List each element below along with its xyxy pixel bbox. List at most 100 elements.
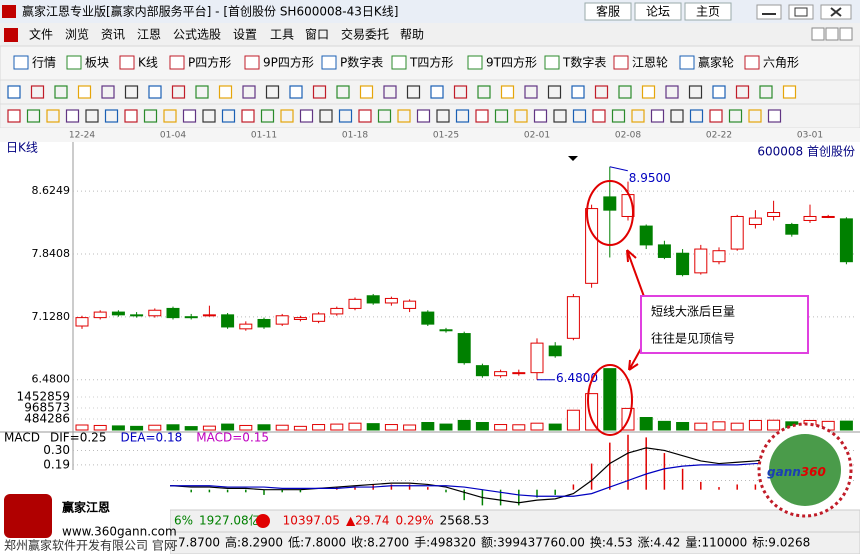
- toolbar-icon[interactable]: [524, 85, 538, 99]
- toolbar-icon[interactable]: [54, 85, 68, 99]
- header-button-label[interactable]: 论坛: [646, 5, 670, 19]
- toolbar-icon[interactable]: [453, 85, 468, 99]
- menu-item[interactable]: 窗口: [305, 28, 329, 42]
- toolbar-icon[interactable]: [377, 109, 392, 123]
- toolbar-icon[interactable]: [218, 85, 233, 99]
- toolbar-icon[interactable]: [169, 55, 185, 70]
- menu-item[interactable]: 江恩: [137, 28, 161, 42]
- toolbar-label[interactable]: P四方形: [188, 55, 231, 70]
- toolbar-icon[interactable]: [688, 85, 703, 99]
- toolbar-icon[interactable]: [101, 85, 115, 99]
- toolbar-icon[interactable]: [338, 109, 353, 123]
- toolbar-icon[interactable]: [631, 109, 645, 123]
- toolbar-label[interactable]: 板块: [85, 56, 109, 70]
- toolbar-icon[interactable]: [7, 85, 21, 99]
- toolbar-icon[interactable]: [744, 55, 760, 70]
- toolbar-icon[interactable]: [477, 85, 491, 99]
- toolbar-icon[interactable]: [202, 109, 216, 123]
- toolbar-icon[interactable]: [547, 85, 562, 99]
- toolbar-icon[interactable]: [26, 109, 41, 123]
- maximize-button[interactable]: [788, 4, 814, 20]
- menu-item[interactable]: 文件: [29, 27, 53, 42]
- toolbar-icon[interactable]: [242, 85, 256, 99]
- toolbar-icon[interactable]: [7, 109, 21, 123]
- toolbar-label[interactable]: 9P四方形: [263, 55, 314, 70]
- menu-item[interactable]: 交易委托: [341, 27, 389, 42]
- toolbar-icon[interactable]: [613, 55, 629, 70]
- menu-item[interactable]: 设置: [233, 28, 257, 42]
- toolbar-icon[interactable]: [553, 109, 567, 123]
- toolbar-icon[interactable]: [289, 85, 303, 99]
- toolbar-icon[interactable]: [594, 85, 609, 99]
- toolbar-label[interactable]: P数字表: [340, 55, 383, 70]
- menu-item[interactable]: 公式选股: [173, 28, 221, 42]
- toolbar-icon[interactable]: [195, 85, 209, 99]
- toolbar-icon[interactable]: [748, 109, 762, 123]
- toolbar-icon[interactable]: [641, 85, 656, 99]
- toolbar-icon[interactable]: [406, 85, 421, 99]
- toolbar-label[interactable]: T四方形: [409, 55, 453, 70]
- header-button[interactable]: [584, 2, 632, 21]
- toolbar-icon[interactable]: [571, 85, 585, 99]
- toolbar-label[interactable]: 行情: [32, 56, 56, 70]
- menu-item[interactable]: 资讯: [101, 28, 125, 42]
- toolbar-icon[interactable]: [124, 85, 139, 99]
- toolbar-label[interactable]: 江恩轮: [632, 56, 668, 70]
- toolbar-icon[interactable]: [391, 55, 407, 70]
- toolbar-icon[interactable]: [611, 109, 626, 123]
- toolbar-icon[interactable]: [241, 109, 255, 123]
- toolbar-icon[interactable]: [728, 109, 743, 123]
- toolbar-icon[interactable]: [782, 85, 797, 99]
- toolbar-icon[interactable]: [430, 85, 444, 99]
- toolbar-icon[interactable]: [712, 85, 726, 99]
- toolbar-icon[interactable]: [759, 85, 773, 99]
- toolbar-icon[interactable]: [358, 109, 372, 123]
- header-button-label[interactable]: 主页: [696, 5, 720, 19]
- toolbar-icon[interactable]: [618, 85, 632, 99]
- toolbar-icon[interactable]: [182, 109, 197, 123]
- toolbar-icon[interactable]: [104, 109, 119, 123]
- toolbar-icon[interactable]: [735, 85, 750, 99]
- toolbar-icon[interactable]: [592, 109, 606, 123]
- toolbar-label[interactable]: 六角形: [763, 56, 799, 70]
- mdi-button[interactable]: [839, 27, 853, 41]
- toolbar-icon[interactable]: [260, 109, 275, 123]
- toolbar-icon[interactable]: [679, 55, 695, 70]
- toolbar-icon[interactable]: [416, 109, 431, 123]
- toolbar-icon[interactable]: [689, 109, 704, 123]
- toolbar-icon[interactable]: [221, 109, 236, 123]
- minimize-button[interactable]: [756, 4, 782, 20]
- toolbar-icon[interactable]: [709, 109, 723, 123]
- toolbar-icon[interactable]: [467, 55, 483, 70]
- toolbar-icon[interactable]: [397, 109, 411, 123]
- toolbar-icon[interactable]: [436, 109, 450, 123]
- header-button-label[interactable]: 客服: [596, 4, 620, 19]
- toolbar-icon[interactable]: [124, 109, 138, 123]
- toolbar-icon[interactable]: [359, 85, 374, 99]
- toolbar-icon[interactable]: [77, 85, 92, 99]
- toolbar-icon[interactable]: [163, 109, 177, 123]
- toolbar-icon[interactable]: [265, 85, 280, 99]
- toolbar-icon[interactable]: [514, 109, 528, 123]
- mdi-button[interactable]: [825, 27, 839, 41]
- toolbar-icon[interactable]: [46, 109, 60, 123]
- toolbar-icon[interactable]: [143, 109, 158, 123]
- menu-item[interactable]: 浏览: [65, 27, 89, 42]
- toolbar-icon[interactable]: [572, 109, 587, 123]
- mdi-button[interactable]: [811, 27, 825, 41]
- toolbar-icon[interactable]: [280, 109, 294, 123]
- toolbar-icon[interactable]: [13, 55, 29, 70]
- toolbar-label[interactable]: T数字表: [562, 55, 606, 70]
- toolbar-label[interactable]: 赢家轮: [698, 55, 734, 70]
- toolbar-icon[interactable]: [494, 109, 509, 123]
- toolbar-icon[interactable]: [665, 85, 679, 99]
- toolbar-icon[interactable]: [475, 109, 489, 123]
- header-button[interactable]: [684, 2, 732, 21]
- toolbar-icon[interactable]: [336, 85, 350, 99]
- toolbar-icon[interactable]: [670, 109, 684, 123]
- toolbar-icon[interactable]: [65, 109, 80, 123]
- toolbar-icon[interactable]: [119, 55, 135, 70]
- menu-item[interactable]: 帮助: [400, 28, 424, 42]
- toolbar-icon[interactable]: [533, 109, 548, 123]
- toolbar-icon[interactable]: [299, 109, 314, 123]
